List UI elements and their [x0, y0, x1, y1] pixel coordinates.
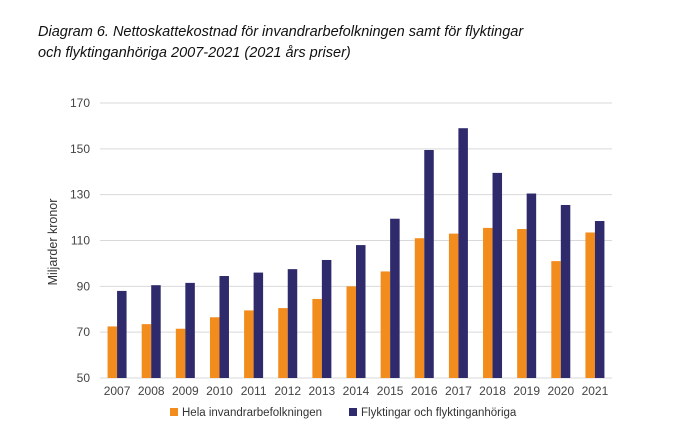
bar-flyktingar — [356, 245, 366, 378]
bar-hela-invandrarbefolkningen — [380, 271, 391, 378]
x-tick-label: 2017 — [445, 384, 472, 398]
x-tick-label: 2019 — [513, 384, 540, 398]
legend-swatch — [170, 408, 178, 416]
bar-flyktingar — [458, 128, 468, 378]
bar-flyktingar — [151, 285, 161, 378]
x-tick-label: 2018 — [479, 384, 506, 398]
y-tick-label: 170 — [70, 96, 90, 110]
legend-label: Hela invandrarbefolkningen — [182, 407, 322, 419]
x-tick-label: 2011 — [241, 384, 267, 398]
x-tick-label: 2008 — [138, 384, 165, 398]
x-tick-label: 2012 — [274, 384, 301, 398]
bar-flyktingar — [253, 272, 264, 378]
y-axis-label: Miljarder kronor — [46, 199, 60, 286]
bar-hela-invandrarbefolkningen — [551, 261, 561, 378]
bar-hela-invandrarbefolkningen — [414, 238, 425, 378]
bar-hela-invandrarbefolkningen — [448, 233, 459, 378]
y-tick-label: 110 — [71, 234, 90, 248]
y-axis-ticks: 50 70 90 110 130 150 170 — [70, 96, 90, 385]
legend: Hela invandrarbefolkningen Flyktingar och… — [170, 407, 517, 419]
x-tick-label: 2009 — [172, 384, 199, 398]
x-tick-label: 2021 — [582, 384, 609, 398]
bar-flyktingar — [117, 290, 127, 378]
bar-flyktingar — [219, 276, 229, 378]
bar-flyktingar — [185, 282, 195, 378]
x-tick-label: 2010 — [206, 384, 233, 398]
bar-flyktingar — [424, 149, 434, 378]
x-tick-label: 2020 — [547, 384, 574, 398]
bar-hela-invandrarbefolkningen — [244, 310, 254, 378]
bar-hela-invandrarbefolkningen — [141, 324, 152, 378]
chart-title-line-1: Diagram 6. Nettoskattekostnad för invand… — [38, 24, 524, 40]
chart-title: Diagram 6. Nettoskattekostnad för invand… — [38, 22, 678, 64]
bar-hela-invandrarbefolkningen — [517, 229, 527, 378]
y-tick-label: 50 — [77, 371, 91, 385]
bars — [107, 128, 605, 378]
bar-hela-invandrarbefolkningen — [312, 298, 322, 378]
x-tick-label: 2007 — [104, 384, 131, 398]
bar-hela-invandrarbefolkningen — [175, 328, 186, 378]
bar-hela-invandrarbefolkningen — [346, 286, 356, 378]
bar-hela-invandrarbefolkningen — [107, 326, 118, 378]
x-tick-label: 2016 — [411, 384, 438, 398]
y-tick-label: 150 — [70, 142, 90, 156]
legend-swatch — [349, 408, 357, 416]
bar-flyktingar — [594, 221, 605, 378]
x-tick-label: 2014 — [343, 384, 370, 398]
chart-title-line-2: och flyktinganhöriga 2007-2021 (2021 års… — [38, 45, 351, 61]
bar-flyktingar — [390, 218, 400, 378]
x-tick-label: 2015 — [377, 384, 404, 398]
x-axis-ticks: 2007 2008 2009 2010 2011 2012 2013 2014 2015 2016… — [104, 384, 609, 398]
bar-hela-invandrarbefolkningen — [483, 227, 493, 378]
y-tick-label: 90 — [77, 279, 91, 293]
bar-flyktingar — [321, 259, 332, 378]
legend-label: Flyktingar och flyktinganhöriga — [361, 407, 517, 419]
bar-flyktingar — [526, 193, 537, 378]
y-tick-label: 130 — [70, 188, 90, 202]
bar-flyktingar — [492, 172, 503, 378]
bar-hela-invandrarbefolkningen — [585, 232, 595, 378]
y-tick-label: 70 — [77, 325, 91, 339]
bar-flyktingar — [287, 269, 298, 378]
bar-hela-invandrarbefolkningen — [278, 308, 288, 378]
bar-hela-invandrarbefolkningen — [209, 317, 220, 378]
x-tick-label: 2013 — [309, 384, 336, 398]
bar-flyktingar — [560, 204, 571, 378]
